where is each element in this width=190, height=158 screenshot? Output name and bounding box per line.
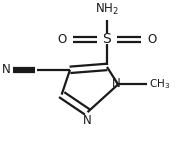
Text: O: O <box>57 33 66 46</box>
Text: N: N <box>83 114 92 127</box>
Text: CH$_3$: CH$_3$ <box>149 78 170 91</box>
Text: S: S <box>103 32 111 46</box>
Text: N: N <box>112 77 121 90</box>
Text: NH$_2$: NH$_2$ <box>95 2 119 17</box>
Text: O: O <box>148 33 157 46</box>
Text: N: N <box>2 63 11 76</box>
